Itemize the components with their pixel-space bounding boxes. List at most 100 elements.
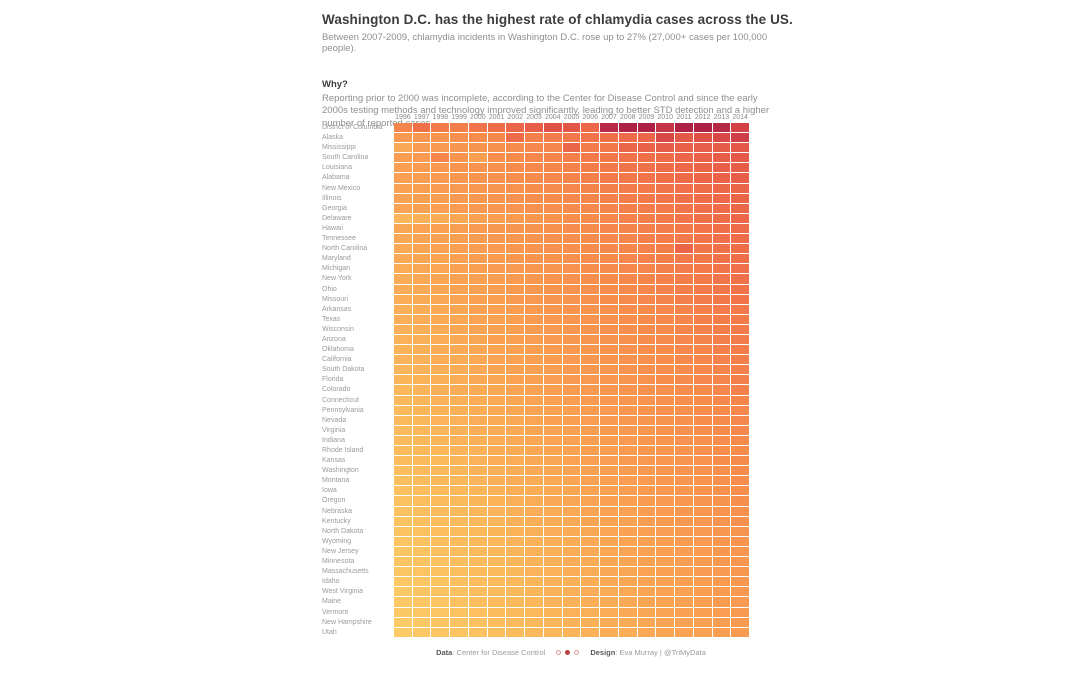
heatmap-cell[interactable] [562, 163, 581, 173]
heatmap-cell[interactable] [562, 567, 581, 577]
heatmap-cell[interactable] [637, 587, 656, 597]
heatmap-cell[interactable] [394, 456, 412, 466]
heatmap-cell[interactable] [656, 536, 675, 546]
heatmap-cell[interactable] [712, 456, 731, 466]
heatmap-cell[interactable] [656, 496, 675, 506]
heatmap-cell[interactable] [712, 577, 731, 587]
heatmap-cell[interactable] [412, 526, 431, 536]
heatmap-cell[interactable] [675, 163, 693, 173]
heatmap-cell[interactable] [656, 405, 675, 415]
heatmap-cell[interactable] [637, 355, 656, 365]
heatmap-cell[interactable] [637, 223, 656, 234]
heatmap-cell[interactable] [431, 516, 450, 526]
heatmap-cell[interactable] [450, 456, 468, 466]
heatmap-cell[interactable] [431, 385, 450, 395]
heatmap-cell[interactable] [581, 365, 600, 375]
heatmap-cell[interactable] [637, 264, 656, 274]
heatmap-cell[interactable] [525, 304, 543, 314]
heatmap-cell[interactable] [581, 183, 600, 193]
heatmap-cell[interactable] [637, 153, 656, 163]
heatmap-cell[interactable] [468, 153, 487, 163]
heatmap-cell[interactable] [675, 557, 693, 567]
heatmap-cell[interactable] [468, 294, 487, 304]
heatmap-cell[interactable] [600, 526, 618, 536]
heatmap-cell[interactable] [731, 405, 749, 415]
heatmap-cell[interactable] [394, 446, 412, 456]
heatmap-cell[interactable] [543, 133, 562, 143]
heatmap-cell[interactable] [450, 536, 468, 546]
heatmap-cell[interactable] [450, 133, 468, 143]
heatmap-cell[interactable] [712, 244, 731, 254]
heatmap-cell[interactable] [431, 254, 450, 264]
heatmap-cell[interactable] [543, 294, 562, 304]
heatmap-cell[interactable] [562, 425, 581, 435]
heatmap-cell[interactable] [412, 466, 431, 476]
heatmap-cell[interactable] [506, 405, 525, 415]
heatmap-cell[interactable] [656, 415, 675, 425]
heatmap-cell[interactable] [581, 597, 600, 607]
heatmap-cell[interactable] [693, 143, 712, 153]
heatmap-cell[interactable] [468, 446, 487, 456]
heatmap-cell[interactable] [618, 557, 637, 567]
heatmap-cell[interactable] [731, 294, 749, 304]
heatmap-cell[interactable] [506, 365, 525, 375]
heatmap-cell[interactable] [675, 264, 693, 274]
heatmap-cell[interactable] [487, 597, 506, 607]
heatmap-cell[interactable] [431, 607, 450, 617]
heatmap-cell[interactable] [731, 314, 749, 324]
heatmap-cell[interactable] [487, 476, 506, 486]
heatmap-cell[interactable] [693, 193, 712, 203]
heatmap-cell[interactable] [656, 163, 675, 173]
heatmap-cell[interactable] [731, 365, 749, 375]
heatmap-cell[interactable] [618, 213, 637, 223]
heatmap-cell[interactable] [431, 425, 450, 435]
heatmap-cell[interactable] [731, 476, 749, 486]
heatmap-cell[interactable] [675, 627, 693, 637]
heatmap-cell[interactable] [656, 334, 675, 345]
heatmap-cell[interactable] [562, 486, 581, 496]
heatmap-cell[interactable] [394, 223, 412, 234]
heatmap-cell[interactable] [637, 415, 656, 425]
heatmap-cell[interactable] [394, 314, 412, 324]
heatmap-cell[interactable] [412, 324, 431, 334]
heatmap-cell[interactable] [431, 557, 450, 567]
heatmap-cell[interactable] [618, 304, 637, 314]
heatmap-cell[interactable] [543, 415, 562, 425]
heatmap-cell[interactable] [637, 405, 656, 415]
heatmap-cell[interactable] [693, 324, 712, 334]
heatmap-cell[interactable] [731, 587, 749, 597]
heatmap-cell[interactable] [637, 496, 656, 506]
heatmap-cell[interactable] [431, 617, 450, 627]
heatmap-cell[interactable] [487, 213, 506, 223]
heatmap-cell[interactable] [581, 304, 600, 314]
heatmap-cell[interactable] [431, 496, 450, 506]
heatmap-cell[interactable] [543, 223, 562, 234]
heatmap-cell[interactable] [468, 183, 487, 193]
heatmap-cell[interactable] [731, 123, 749, 133]
heatmap-cell[interactable] [468, 577, 487, 587]
heatmap-cell[interactable] [600, 163, 618, 173]
heatmap-cell[interactable] [731, 435, 749, 445]
heatmap-cell[interactable] [506, 516, 525, 526]
heatmap-cell[interactable] [618, 627, 637, 637]
heatmap-cell[interactable] [525, 385, 543, 395]
heatmap-cell[interactable] [431, 123, 450, 133]
heatmap-cell[interactable] [412, 334, 431, 345]
heatmap-cell[interactable] [468, 466, 487, 476]
heatmap-cell[interactable] [506, 244, 525, 254]
heatmap-cell[interactable] [581, 567, 600, 577]
heatmap-cell[interactable] [731, 597, 749, 607]
heatmap-cell[interactable] [412, 567, 431, 577]
heatmap-cell[interactable] [618, 264, 637, 274]
heatmap-cell[interactable] [731, 506, 749, 516]
heatmap-cell[interactable] [637, 617, 656, 627]
heatmap-cell[interactable] [450, 284, 468, 294]
heatmap-cell[interactable] [656, 627, 675, 637]
heatmap-cell[interactable] [618, 163, 637, 173]
heatmap-cell[interactable] [525, 163, 543, 173]
heatmap-cell[interactable] [712, 183, 731, 193]
heatmap-cell[interactable] [412, 304, 431, 314]
heatmap-cell[interactable] [412, 577, 431, 587]
heatmap-cell[interactable] [618, 597, 637, 607]
heatmap-cell[interactable] [637, 254, 656, 264]
